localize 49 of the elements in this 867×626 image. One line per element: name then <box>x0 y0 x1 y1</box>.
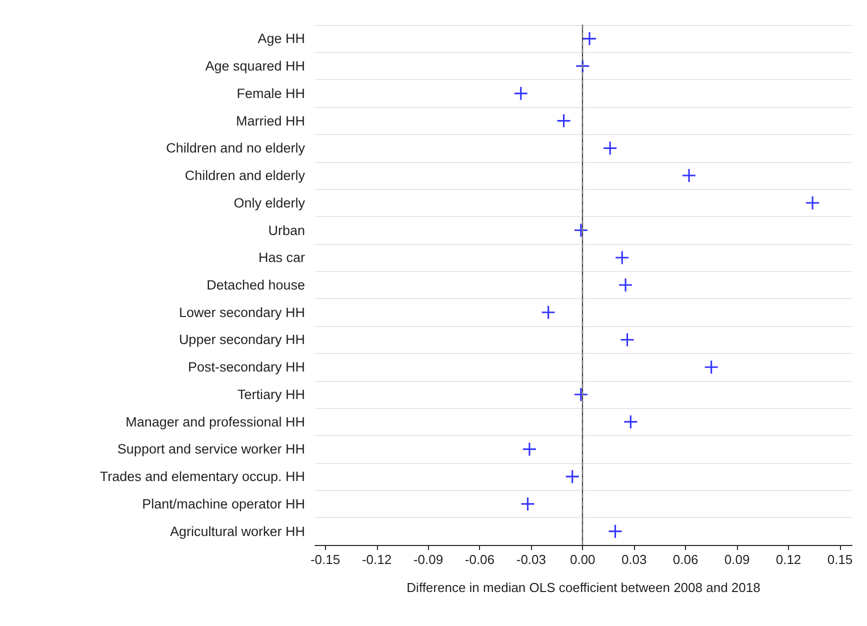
y-tick-label: Age squared HH <box>205 58 305 74</box>
point <box>574 388 588 401</box>
point <box>806 196 820 210</box>
point <box>682 169 696 182</box>
point <box>542 306 555 319</box>
point <box>608 524 622 538</box>
point <box>620 333 634 346</box>
point <box>514 86 528 100</box>
y-tick-label: Age HH <box>258 31 305 46</box>
y-tick-label: Female HH <box>236 86 305 101</box>
point <box>574 224 588 237</box>
point <box>619 278 632 292</box>
x-tick-label: 0.06 <box>672 552 698 567</box>
point <box>583 32 596 46</box>
point <box>566 470 579 484</box>
x-tick-label: -0.03 <box>516 552 546 567</box>
y-tick-label: Children and no elderly <box>166 140 306 156</box>
point <box>522 442 536 456</box>
y-tick-label: Detached house <box>206 278 305 292</box>
x-tick-label: 0.03 <box>621 552 647 567</box>
point <box>616 251 629 264</box>
y-tick-label: Only elderly <box>234 195 306 210</box>
y-tick-label: Urban <box>268 222 305 238</box>
y-tick-label: Married HH <box>236 113 305 128</box>
x-tick-label: 0.12 <box>776 552 802 567</box>
y-tick-label: Lower secondary HH <box>178 304 305 320</box>
y-tick-label: Has car <box>258 250 306 266</box>
y-tick-label: Post-secondary HH <box>188 360 305 375</box>
point <box>521 497 534 510</box>
y-tick-label: Support and service worker HH <box>117 442 305 457</box>
x-axis-title: Difference in median OLS coefficient between 2008 and 2018 <box>406 580 760 595</box>
y-tick-label: Agricultural worker HH <box>170 524 305 539</box>
y-tick-label: Manager and professional HH <box>126 414 305 430</box>
x-tick-label: 0.15 <box>827 552 853 567</box>
x-tick-label: -0.15 <box>310 552 340 567</box>
y-tick-label: Trades and elementary occup. HH <box>100 469 305 484</box>
point <box>704 360 718 374</box>
x-tick-label: 0.00 <box>570 552 596 567</box>
y-tick-label: Tertiary HH <box>237 386 305 402</box>
point <box>604 142 617 155</box>
point <box>557 114 570 128</box>
point <box>624 415 638 428</box>
y-tick-label: Upper secondary HH <box>178 332 305 348</box>
x-tick-label: -0.06 <box>464 552 495 567</box>
x-tick-label: -0.09 <box>413 552 444 567</box>
x-tick-label: -0.12 <box>362 552 392 567</box>
y-tick-label: Plant/machine operator HH <box>142 496 305 512</box>
y-tick-label: Children and elderly <box>184 168 306 184</box>
x-tick-label: 0.09 <box>724 552 750 567</box>
